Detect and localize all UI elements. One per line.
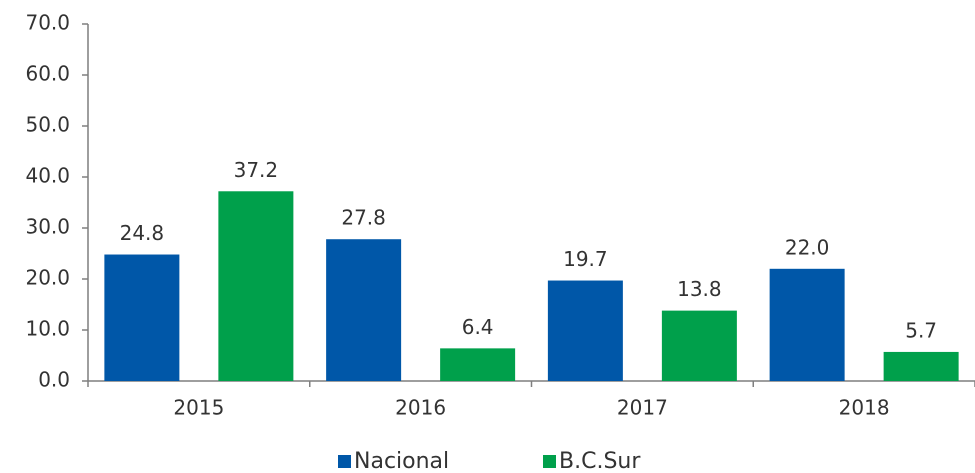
value-label: 37.2 bbox=[234, 158, 279, 182]
bar bbox=[547, 280, 623, 381]
value-label: 5.7 bbox=[905, 318, 937, 342]
bar bbox=[326, 239, 402, 381]
x-tick-label: 2017 bbox=[617, 396, 668, 420]
value-label: 6.4 bbox=[462, 315, 494, 339]
bar bbox=[218, 191, 294, 381]
bar bbox=[440, 348, 516, 381]
y-tick-label: 10.0 bbox=[25, 317, 70, 341]
value-label: 19.7 bbox=[563, 247, 608, 271]
bar bbox=[883, 351, 959, 381]
x-tick-label: 2018 bbox=[839, 396, 890, 420]
x-tick-label: 2016 bbox=[395, 396, 446, 420]
value-label: 27.8 bbox=[341, 206, 386, 230]
legend-swatch bbox=[338, 455, 351, 468]
legend-label: Nacional bbox=[354, 449, 449, 473]
bar bbox=[104, 254, 180, 381]
legend-swatch bbox=[543, 455, 556, 468]
y-tick-label: 30.0 bbox=[25, 215, 70, 239]
value-label: 13.8 bbox=[677, 277, 722, 301]
bar bbox=[661, 310, 737, 381]
bar bbox=[769, 268, 845, 381]
value-label: 24.8 bbox=[120, 221, 165, 245]
y-tick-label: 0.0 bbox=[38, 368, 70, 392]
value-label: 22.0 bbox=[785, 235, 830, 259]
y-tick-label: 50.0 bbox=[25, 113, 70, 137]
legend-label: B.C.Sur bbox=[559, 449, 641, 473]
y-tick-label: 60.0 bbox=[25, 62, 70, 86]
y-tick-label: 70.0 bbox=[25, 11, 70, 35]
y-tick-label: 40.0 bbox=[25, 164, 70, 188]
x-tick-label: 2015 bbox=[173, 396, 224, 420]
y-tick-label: 20.0 bbox=[25, 266, 70, 290]
